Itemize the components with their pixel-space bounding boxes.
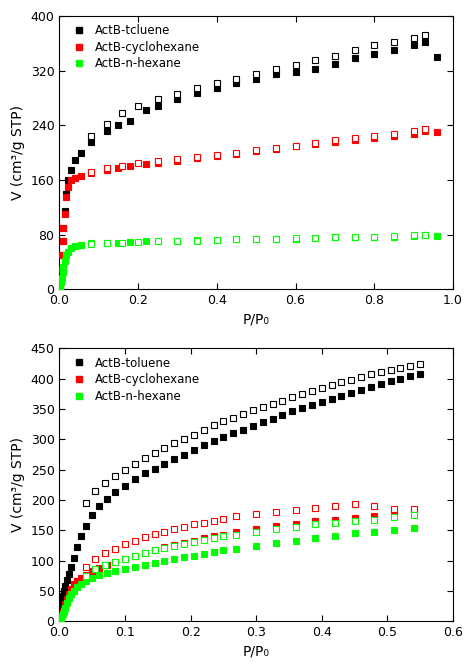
- Y-axis label: V (cm³/g STP): V (cm³/g STP): [11, 105, 25, 200]
- Legend: ActB-tcluene, ActB-cyclohexane, ActB-n-hexane: ActB-tcluene, ActB-cyclohexane, ActB-n-h…: [65, 22, 202, 73]
- Y-axis label: V (cm³/g STP): V (cm³/g STP): [11, 438, 25, 533]
- X-axis label: P/P₀: P/P₀: [243, 313, 270, 327]
- X-axis label: P/P₀: P/P₀: [243, 645, 270, 659]
- Legend: ActB-toluene, ActB-cyclohexane, ActB-n-hexane: ActB-toluene, ActB-cyclohexane, ActB-n-h…: [65, 354, 202, 405]
